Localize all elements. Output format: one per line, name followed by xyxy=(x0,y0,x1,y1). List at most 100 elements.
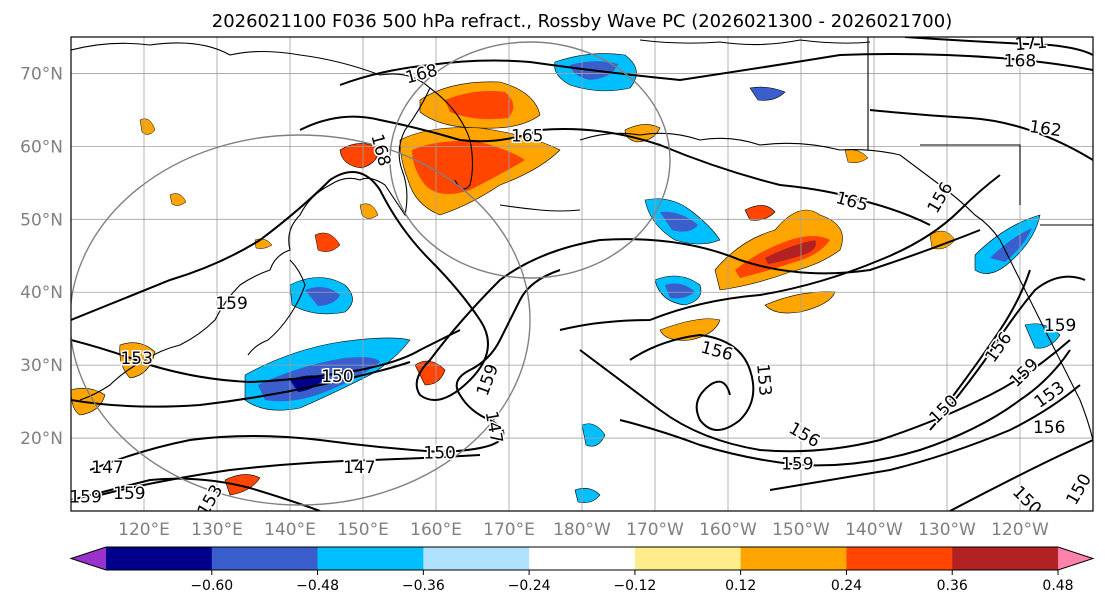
wave-packet-circle-west xyxy=(71,134,531,506)
colorbar-segment-1 xyxy=(211,547,319,570)
contour-label-0: 171 xyxy=(1014,32,1048,55)
coast-asia-north xyxy=(71,42,431,286)
lon-label-220: 140°W xyxy=(845,520,903,540)
lon-label-140: 140°E xyxy=(264,520,316,540)
shade-negative-tropics xyxy=(574,488,601,503)
map-title: 2026021100 F036 500 hPa refract., Rossby… xyxy=(212,11,953,32)
graticule xyxy=(71,37,1093,511)
shade-positive-south xyxy=(224,474,261,496)
lat-label-60: 60°N xyxy=(20,137,63,157)
lon-label-200: 160°W xyxy=(699,520,757,540)
shade-negative-bc-coast-core xyxy=(990,228,1032,262)
contour-171 xyxy=(904,37,1093,56)
latitude-labels: 20°N 30°N 40°N 50°N 60°N 70°N xyxy=(20,64,63,449)
lon-label-120: 120°E xyxy=(118,520,170,540)
lon-label-210: 150°W xyxy=(772,520,830,540)
shade-negative-japan-jet-peak xyxy=(290,375,325,392)
contour-159 xyxy=(71,171,981,401)
lat-label-40: 40°N xyxy=(20,283,63,303)
contour-147-a xyxy=(89,269,561,471)
contour-east-edge-a xyxy=(949,269,1031,401)
shade-negative-arctic-alaska xyxy=(749,86,786,101)
contour-subtropic-a xyxy=(769,384,1081,491)
lon-label-150: 150°E xyxy=(337,520,389,540)
colorbar-segment-8 xyxy=(952,547,1059,570)
contour-156 xyxy=(559,174,1001,331)
contour-label-8: 159 xyxy=(215,294,247,314)
colorbar-extend-high xyxy=(1058,547,1093,570)
contour-east-edge-b xyxy=(929,275,1086,431)
contour-label-1: 168 xyxy=(1004,51,1036,71)
wave-packet-circle-east xyxy=(389,41,671,279)
shade-negative-gulf-alaska-core xyxy=(660,211,698,232)
colorbar-tick-label-8: 0.48 xyxy=(1042,578,1073,594)
contour-150-south xyxy=(99,454,481,496)
coast-alaska-north xyxy=(639,39,871,46)
wave-packet-circles xyxy=(71,41,671,506)
shade-positive-dot-7 xyxy=(169,193,187,206)
shade-positive-ne-pacific-peak xyxy=(765,240,816,264)
contour-153 xyxy=(71,329,461,384)
contour-label-29: 159 xyxy=(69,487,101,507)
coast-canada-border xyxy=(867,37,1093,226)
colorbar-tick-label-6: 0.24 xyxy=(831,578,862,594)
lon-label-240: 120°W xyxy=(991,520,1049,540)
colorbar: −0.60 −0.48 −0.36 −0.24 −0.12 0.12 0.24 0.36 0.4… xyxy=(69,546,1095,594)
contour-150 xyxy=(71,361,411,408)
lon-label-190: 170°W xyxy=(626,520,684,540)
shade-negative-central-pacific-core xyxy=(665,283,695,299)
contour-east-pacific-loop xyxy=(629,333,755,431)
contour-label-20: 156 xyxy=(1033,418,1065,438)
longitude-labels: 120°E 130°E 140°E 150°E 160°E 170°E 180°W 170°W… xyxy=(118,520,1049,540)
shade-positive-dot-3 xyxy=(314,232,341,252)
shade-positive-subtropics xyxy=(764,291,836,314)
refractive-index-shading xyxy=(71,53,1061,503)
contour-east-pacific-trough xyxy=(619,349,1071,467)
lon-label-230: 130°W xyxy=(918,520,976,540)
shade-positive-west-coast xyxy=(744,205,776,221)
colorbar-segment-4 xyxy=(529,547,636,570)
lat-label-20: 20°N xyxy=(20,429,63,449)
contour-label-14: 153 xyxy=(752,363,775,397)
colorbar-segment-7 xyxy=(846,547,953,570)
contour-label-24: 147 xyxy=(91,458,123,478)
coast-na-west xyxy=(999,239,1093,441)
shade-positive-okhotsk xyxy=(339,143,379,169)
colorbar-extend-low xyxy=(71,547,106,570)
contour-168-north xyxy=(339,53,1093,86)
height-contours xyxy=(71,37,1093,511)
lat-label-70: 70°N xyxy=(20,64,63,84)
shade-positive-east-china xyxy=(414,360,446,386)
contour-label-15: 150 xyxy=(321,367,353,387)
contour-label-9: 159 xyxy=(1044,316,1076,336)
colorbar-segment-0 xyxy=(106,547,213,570)
shade-positive-dot-2 xyxy=(359,203,379,219)
contour-162 xyxy=(869,109,1093,161)
colorbar-tick-label-0: −0.60 xyxy=(190,578,233,594)
contour-south-east xyxy=(949,439,1093,511)
colorbar-tick-label-7: 0.36 xyxy=(937,578,968,594)
contour-label-4: 165 xyxy=(511,126,543,146)
colorbar-segment-3 xyxy=(423,547,530,570)
contour-165 xyxy=(299,115,931,226)
coast-japan xyxy=(247,259,306,356)
contour-label-12: 153 xyxy=(120,349,152,369)
contour-label-26: 159 xyxy=(113,484,145,504)
shade-negative-east-china xyxy=(581,423,606,447)
colorbar-segment-5 xyxy=(634,547,742,570)
lon-label-130: 130°E xyxy=(191,520,243,540)
shade-positive-bering-core xyxy=(445,91,514,120)
coast-aleutians xyxy=(499,204,581,212)
lon-label-170: 170°E xyxy=(483,520,535,540)
colorbar-segment-6 xyxy=(740,547,847,570)
contour-label-23: 159 xyxy=(781,455,813,475)
lon-label-160: 160°E xyxy=(410,520,462,540)
shade-positive-kamchatka-core xyxy=(412,141,525,194)
colorbar-outline xyxy=(69,546,1095,571)
colorbar-tick-label-4: −0.12 xyxy=(613,578,656,594)
colorbar-tick-label-2: −0.36 xyxy=(402,578,445,594)
contour-south-west xyxy=(71,477,321,511)
contour-subtropic-b xyxy=(579,339,1071,453)
